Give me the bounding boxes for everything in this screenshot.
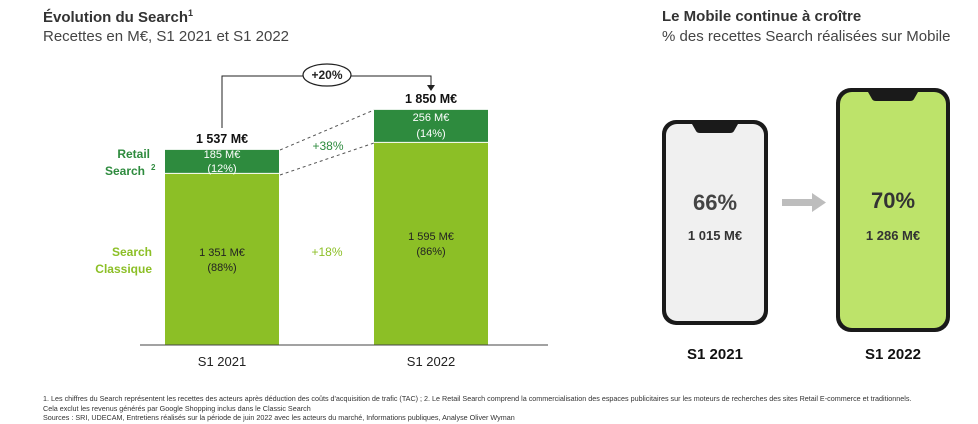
legend-retail-line1: Retail — [117, 147, 150, 161]
footnote-line: 1. Les chiffres du Search représentent l… — [43, 394, 912, 403]
growth-retail-label: +38% — [312, 139, 343, 153]
legend-retail-line2: Search — [105, 164, 145, 178]
phone-period-label: S1 2022 — [865, 346, 921, 363]
classic-value-s1-2021: 1 351 M€ — [199, 247, 245, 259]
connector-top — [279, 109, 375, 151]
total-label-s1-2022: 1 850 M€ — [405, 92, 457, 106]
x-tick-label-s1-2021: S1 2021 — [198, 354, 246, 369]
legend-classic-line2: Classique — [95, 262, 152, 276]
phone-period-label: S1 2021 — [687, 346, 743, 363]
footnote-line: Cela exclut les revenus générés par Goog… — [43, 403, 311, 413]
phone-screen — [840, 92, 946, 328]
phone-s1-2021: 66% 1 015 M€ — [662, 120, 768, 325]
phone-s1-2022: 70% 1 286 M€ — [836, 88, 950, 332]
bracket-arrowhead — [427, 85, 435, 91]
right-title: Le Mobile continue à croître — [662, 8, 862, 25]
bar-search-classique-s1-2022 — [374, 142, 488, 345]
legend-retail-sup: 2 — [151, 163, 156, 172]
phone-pct: 70% — [871, 188, 915, 213]
bar-search-classique-s1-2021 — [165, 173, 279, 345]
bar-retail-search-s1-2022 — [374, 109, 488, 143]
retail-pct-s1-2022: (14%) — [416, 128, 445, 140]
total-growth-badge — [302, 63, 352, 87]
legend-classic-line1: Search — [112, 245, 152, 259]
phone-value: 1 286 M€ — [866, 228, 920, 243]
mobile-share-panel: 66% 1 015 M€ S1 2021 70% 1 286 M€ S1 202… — [662, 88, 950, 363]
phone-pct: 66% — [693, 190, 737, 215]
phone-notch — [692, 124, 738, 133]
classic-pct-s1-2022: (86%) — [416, 246, 445, 258]
growth-arrow — [782, 193, 826, 212]
growth-classic-label: +18% — [311, 245, 342, 259]
total-growth-label: +20% — [311, 68, 342, 82]
stacked-bar-chart: S1 2021 S1 2022 Retail Search 2 Search C… — [95, 63, 548, 369]
x-tick-label-s1-2022: S1 2022 — [407, 354, 455, 369]
left-title: Évolution du Search1 — [43, 8, 194, 26]
total-label-s1-2021: 1 537 M€ — [196, 132, 248, 146]
retail-value-s1-2021: 185 M€ — [204, 149, 241, 161]
footnotes: 1. Les chiffres du Search représentent l… — [43, 394, 911, 423]
retail-value-s1-2022: 256 M€ — [413, 112, 450, 124]
footnote-line: Sources : SRI, UDECAM, Entretiens réalis… — [43, 413, 515, 422]
left-subtitle: Recettes en M€, S1 2021 et S1 2022 — [43, 28, 289, 45]
classic-value-s1-2022: 1 595 M€ — [408, 231, 454, 243]
retail-pct-s1-2021: (12%) — [207, 163, 236, 175]
phone-notch — [868, 92, 918, 101]
classic-pct-s1-2021: (88%) — [207, 262, 236, 274]
right-subtitle: % des recettes Search réalisées sur Mobi… — [662, 28, 951, 45]
bar-retail-search-s1-2021 — [165, 149, 279, 174]
connector-middle — [279, 142, 375, 176]
phone-value: 1 015 M€ — [688, 228, 742, 243]
phone-screen — [666, 124, 764, 321]
